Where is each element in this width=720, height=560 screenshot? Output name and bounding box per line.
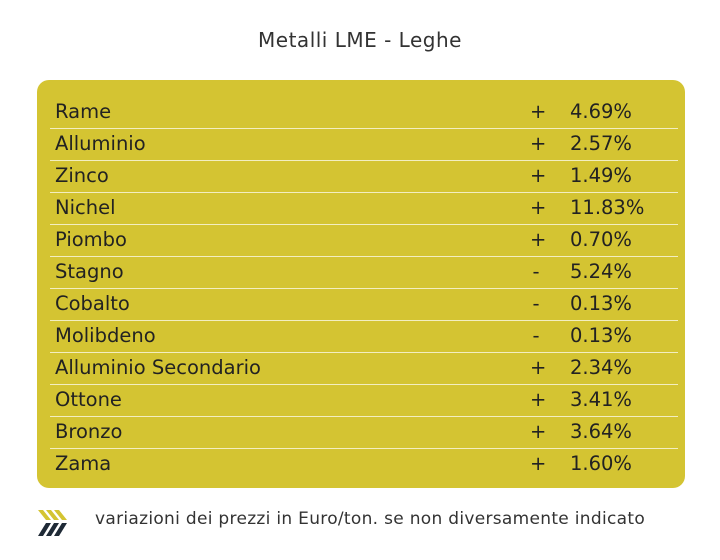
metal-name: Zama bbox=[55, 452, 112, 475]
change-sign: + bbox=[530, 228, 547, 251]
change-sign: + bbox=[530, 452, 547, 475]
change-value: 5.24% bbox=[570, 260, 632, 283]
change-sign: - bbox=[532, 260, 540, 283]
metal-name: Rame bbox=[55, 100, 112, 123]
change-value: 0.70% bbox=[570, 228, 632, 251]
change-sign: + bbox=[530, 356, 547, 379]
change-sign: - bbox=[532, 324, 540, 347]
metal-name: Alluminio Secondario bbox=[55, 356, 261, 379]
change-value: 1.49% bbox=[570, 164, 632, 187]
change-sign: + bbox=[530, 100, 547, 123]
change-sign: + bbox=[530, 196, 547, 219]
logo bbox=[38, 510, 67, 536]
metal-name: Bronzo bbox=[55, 420, 123, 443]
table-row: Cobalto - 0.13% bbox=[50, 288, 678, 321]
table-row: Zinco +1.49% bbox=[50, 160, 678, 193]
metal-name: Cobalto bbox=[55, 292, 130, 315]
change-value: 3.41% bbox=[570, 388, 632, 411]
change-value: 3.64% bbox=[570, 420, 632, 443]
metal-name: Stagno bbox=[55, 260, 124, 283]
change-value: 2.57% bbox=[570, 132, 632, 155]
table-row: Alluminio +2.57% bbox=[50, 128, 678, 161]
change-value: 0.13% bbox=[570, 324, 632, 347]
table-row: Molibdeno - 0.13% bbox=[50, 320, 678, 353]
price-table: Rame +4.69% Alluminio +2.57% Zinco +1.49% Nich… bbox=[37, 80, 685, 488]
change-sign: - bbox=[532, 292, 540, 315]
metal-name: Ottone bbox=[55, 388, 122, 411]
table-row: Bronzo +3.64% bbox=[50, 416, 678, 449]
table-row: Piombo +0.70% bbox=[50, 224, 678, 257]
metal-name: Nichel bbox=[55, 196, 116, 219]
change-value: 0.13% bbox=[570, 292, 632, 315]
change-sign: + bbox=[530, 132, 547, 155]
table-row: Alluminio Secondario +2.34% bbox=[50, 352, 678, 385]
change-value: 2.34% bbox=[570, 356, 632, 379]
change-value: 1.60% bbox=[570, 452, 632, 475]
change-sign: + bbox=[530, 420, 547, 443]
table-row: Rame +4.69% bbox=[50, 96, 678, 129]
change-sign: + bbox=[530, 388, 547, 411]
table-row: Stagno - 5.24% bbox=[50, 256, 678, 289]
title: Metalli LME - Leghe bbox=[258, 28, 462, 52]
metal-name: Piombo bbox=[55, 228, 127, 251]
metal-name: Zinco bbox=[55, 164, 109, 187]
metal-name: Molibdeno bbox=[55, 324, 156, 347]
change-value: 4.69% bbox=[570, 100, 632, 123]
metal-name: Alluminio bbox=[55, 132, 146, 155]
table-row: Zama +1.60% bbox=[50, 448, 678, 480]
change-sign: + bbox=[530, 164, 547, 187]
table-row: Nichel +11.83% bbox=[50, 192, 678, 225]
table-row: Ottone +3.41% bbox=[50, 384, 678, 417]
change-value: 11.83% bbox=[570, 196, 645, 219]
footer-note: variazioni dei prezzi in Euro/ton. se no… bbox=[95, 509, 646, 529]
